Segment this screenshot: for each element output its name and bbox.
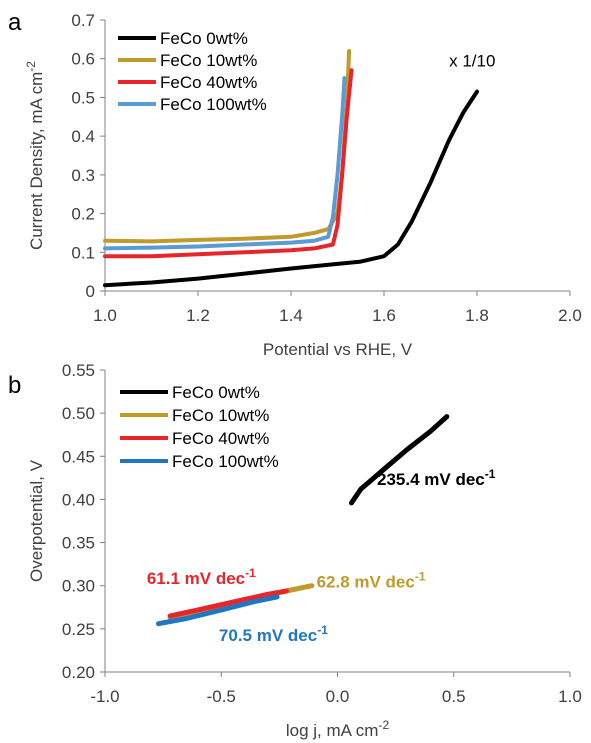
panel-a-legend-label-1: FeCo 10wt% (160, 51, 257, 70)
panel-b-legend-label-2: FeCo 40wt% (172, 429, 269, 448)
panel-b-label: b (8, 372, 21, 399)
panel-a-ytick-label: 0.5 (71, 88, 95, 107)
panel-b-ytick-label: 0.30 (62, 577, 95, 596)
panel-b-y-title: Overpotential, V (27, 459, 46, 582)
panel-a-x-title: Potential vs RHE, V (263, 340, 413, 359)
panel-a-y-title: Current Density, mA cm-2 (24, 61, 46, 250)
panel-a-series-line-2 (103, 68, 354, 259)
panel-b-legend-label-1: FeCo 10wt% (172, 406, 269, 425)
panel-b-xtick-label: 0.5 (442, 687, 466, 706)
panel-a-series-line-3 (103, 76, 347, 251)
panel-b-ytick-label: 0.25 (62, 620, 95, 639)
panel-b-series-line-2 (167, 588, 289, 619)
panel-b-ytick-label: 0.35 (62, 534, 95, 553)
panel-b-xtick-label: 1.0 (558, 687, 582, 706)
panel-b-ytick-label: 0.50 (62, 404, 95, 423)
panel-b-ytick-label: 0.20 (62, 663, 95, 682)
panel-a-ytick-label: 0.7 (71, 11, 95, 30)
panel-b-x-title: log j, mA cm-2 (286, 718, 390, 740)
panel-b-xtick-label: 0.0 (326, 687, 350, 706)
panel-a-label: a (8, 9, 22, 36)
panel-b-ytick-label: 0.55 (62, 361, 95, 380)
panel-a-legend-label-3: FeCo 100wt% (160, 95, 267, 114)
panel-a-series-line-0 (103, 89, 479, 288)
panel-a-annotation-0: x 1/10 (449, 51, 495, 70)
panel-a-xtick-label: 2.0 (558, 306, 582, 325)
panel-a-xtick-label: 1.2 (186, 306, 210, 325)
panel-b-ytick-label: 0.45 (62, 447, 95, 466)
panel-a-ytick-label: 0.3 (71, 166, 95, 185)
panel-b-xtick-label: -0.5 (207, 687, 236, 706)
panel-a-ytick-label: 0.1 (71, 243, 95, 262)
panel-a-ytick-label: 0 (86, 282, 95, 301)
panel-a-legend-label-0: FeCo 0wt% (160, 29, 248, 48)
panel-b-annotation-2: 62.8 mV dec-1 (317, 569, 426, 591)
panel-b-xtick-label: -1.0 (90, 687, 119, 706)
panel-b-legend-label-0: FeCo 0wt% (172, 383, 260, 402)
panel-a-ytick-label: 0.4 (71, 127, 95, 146)
panel-b-series-line-3 (156, 594, 280, 627)
panel-b-annotation-3: 70.5 mV dec-1 (219, 623, 328, 645)
panel-a-xtick-label: 1.0 (93, 306, 117, 325)
panel-b-ytick-label: 0.40 (62, 490, 95, 509)
panel-b-annotation-0: 235.4 mV dec-1 (377, 467, 496, 489)
panel-a-legend-label-2: FeCo 40wt% (160, 73, 257, 92)
panel-a-ytick-label: 0.6 (71, 50, 95, 69)
panel-b-series-line-0 (349, 414, 450, 506)
panel-b-legend-label-3: FeCo 100wt% (172, 452, 279, 471)
panel-a-xtick-label: 1.4 (279, 306, 303, 325)
panel-b-annotation-1: 61.1 mV dec-1 (147, 566, 256, 588)
panel-a-xtick-label: 1.6 (372, 306, 396, 325)
panel-a-ytick-label: 0.2 (71, 205, 95, 224)
panel-a-xtick-label: 1.8 (465, 306, 489, 325)
